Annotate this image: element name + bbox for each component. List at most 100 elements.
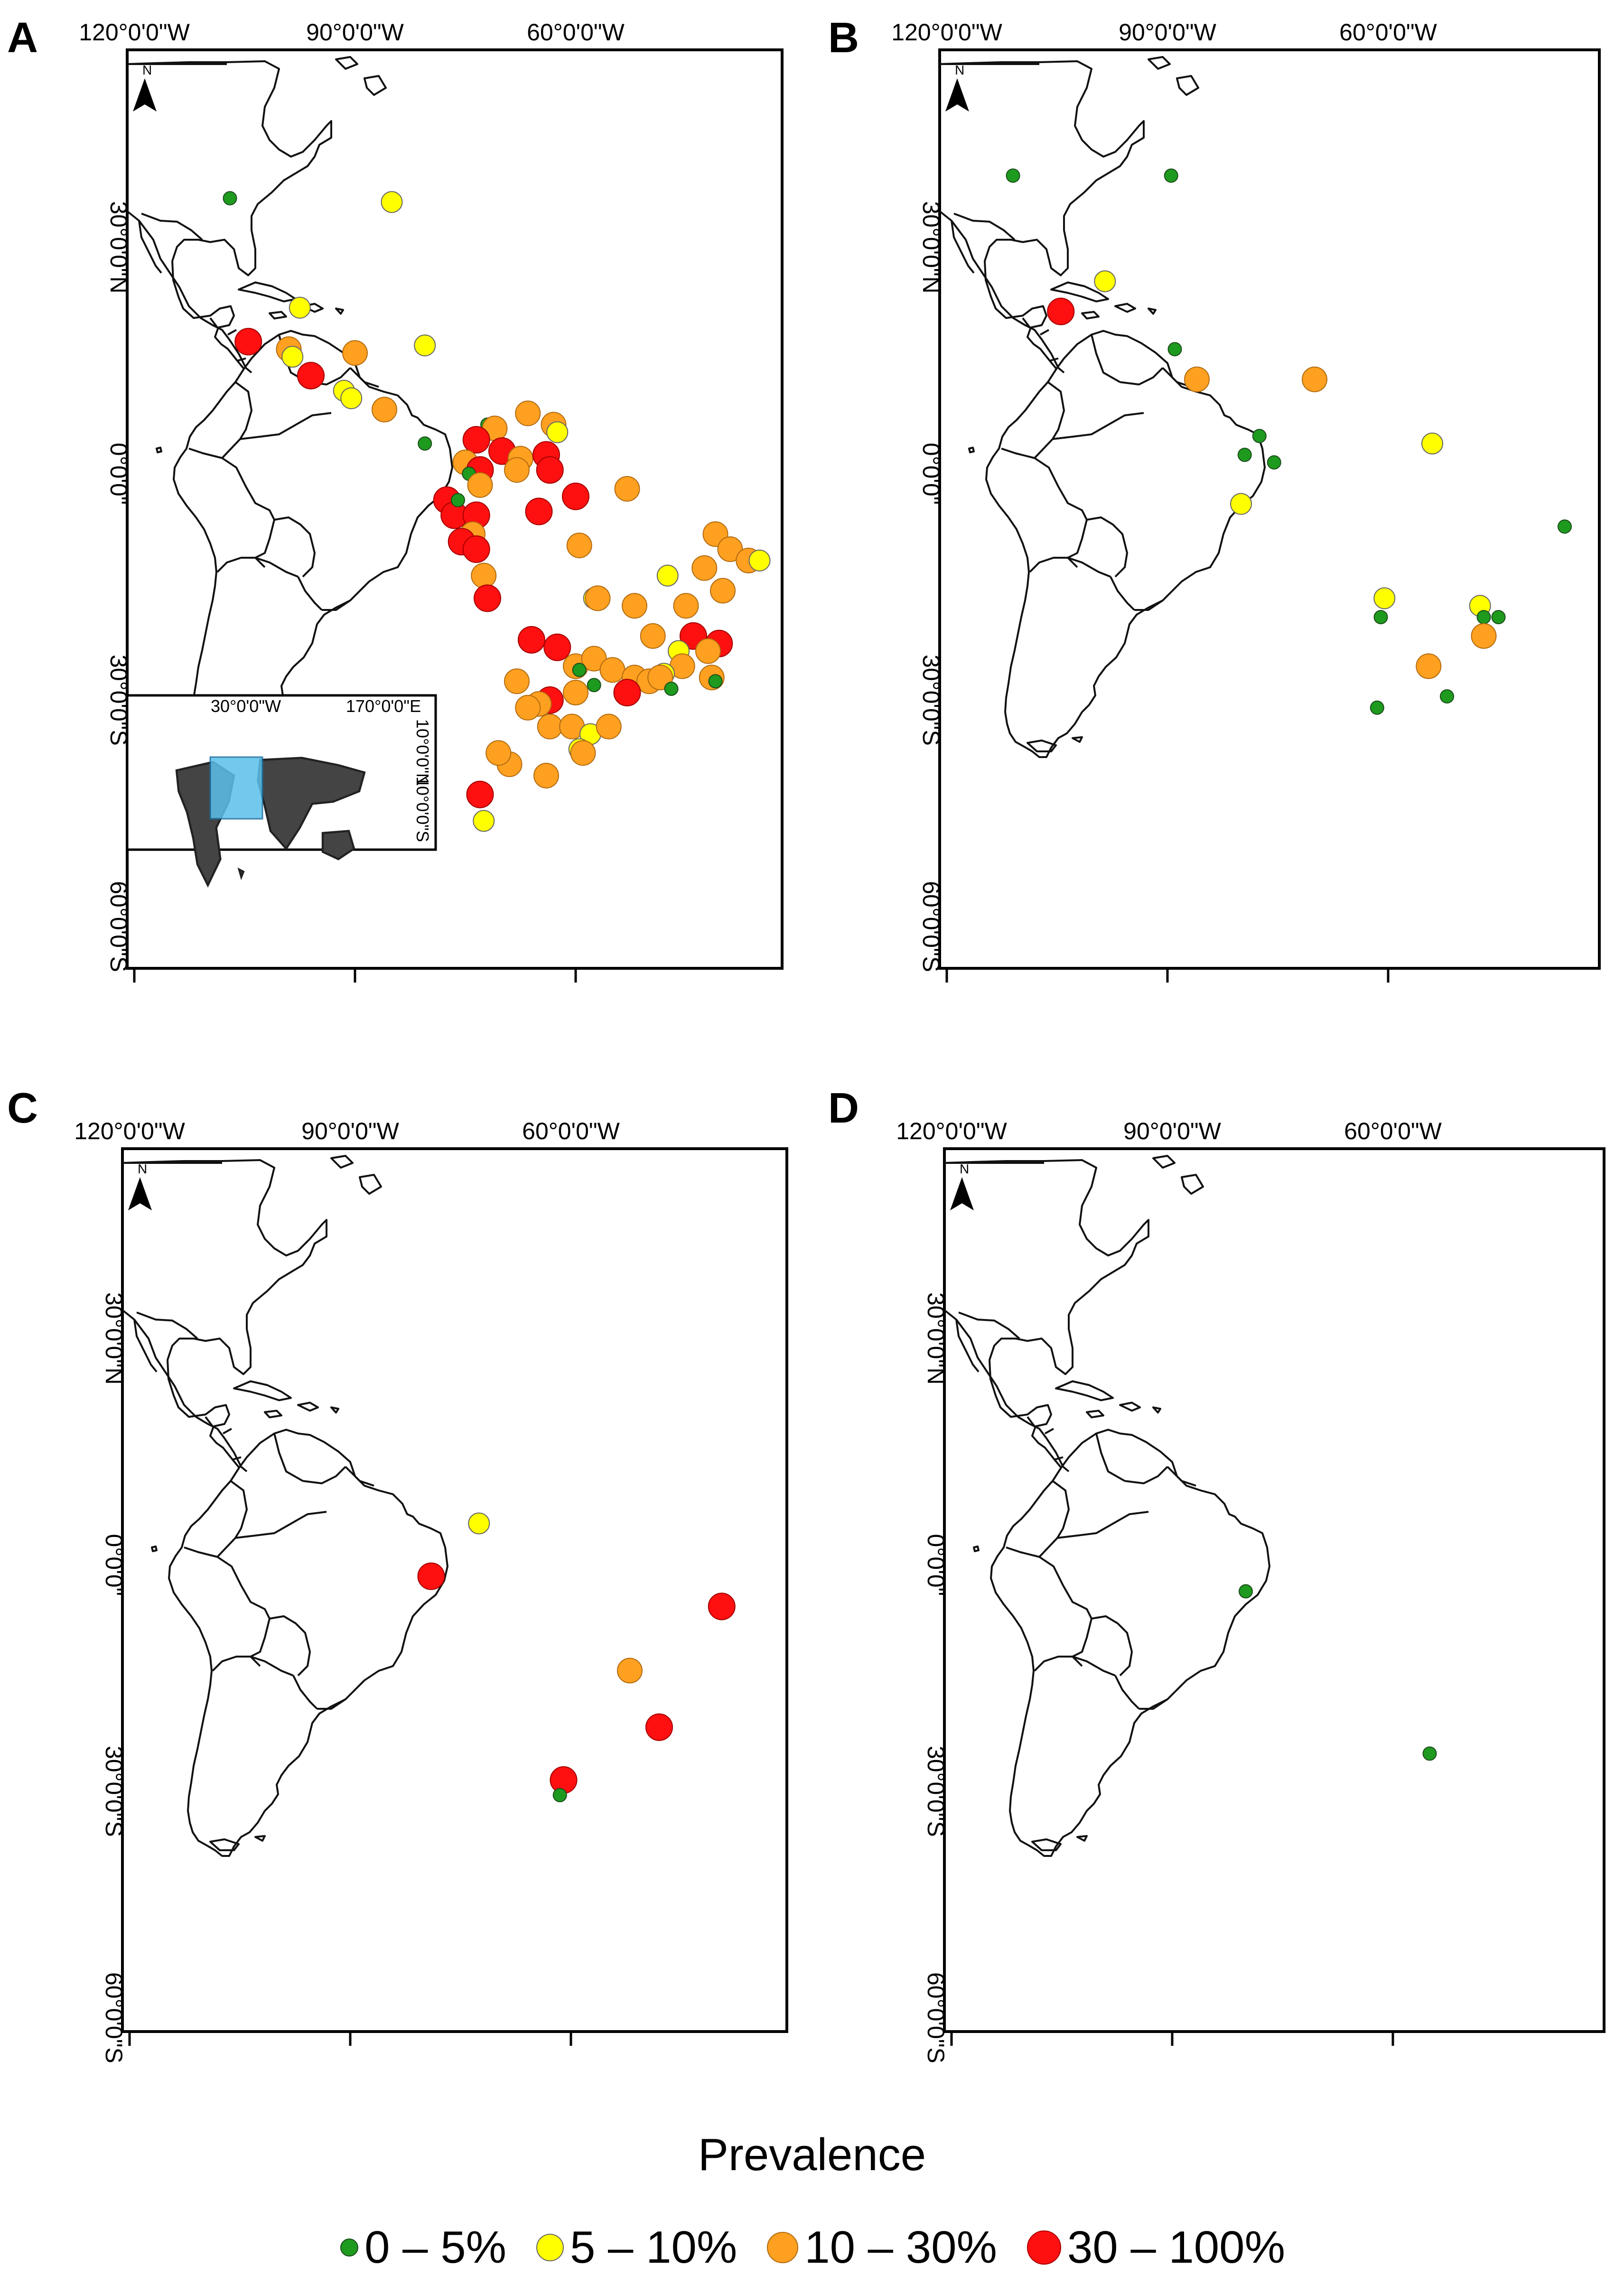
panel-label: A — [7, 14, 38, 62]
prevalence-point — [467, 472, 493, 498]
prevalence-point — [1047, 298, 1075, 326]
prevalence-point — [1476, 610, 1491, 625]
map-panel-a: A N 120°0'0"W 90°0'0"W 60°0'0"W 30°0'0"N 0°0'0… — [7, 14, 784, 983]
prevalence-point — [552, 1788, 567, 1802]
prevalence-point — [695, 638, 721, 664]
prevalence-point — [473, 810, 495, 832]
prevalence-point — [1184, 366, 1210, 393]
inset-label: 170°0'0"E — [346, 696, 421, 716]
prevalence-point — [1422, 1746, 1437, 1761]
legend-title: Prevalence — [698, 2129, 926, 2180]
prevalence-point — [504, 457, 530, 483]
prevalence-point — [515, 694, 541, 721]
prevalence-point — [485, 740, 512, 766]
map-panel-c: C N 120°0'0"W 90°0'0"W 60°0'0"W 30°0'0"N 0°0'0… — [7, 1085, 788, 2063]
lon-label: 60°0'0"W — [527, 19, 625, 46]
legend-label: 30 – 100% — [1067, 2222, 1285, 2273]
map-frame — [938, 48, 1601, 970]
prevalence-point — [717, 536, 743, 562]
prevalence-point — [297, 362, 325, 390]
lat-label: 0°0'0" — [923, 1534, 949, 1596]
lon-label: 120°0'0"W — [896, 1118, 1007, 1144]
prevalence-point — [708, 1592, 736, 1621]
lat-label: 0°0'0" — [101, 1534, 127, 1596]
prevalence-point — [708, 674, 723, 689]
lon-label: 90°0'0"W — [306, 19, 404, 46]
prevalence-point — [474, 584, 501, 612]
prevalence-point — [617, 1658, 643, 1684]
lat-label: 30°0'0"N — [923, 1293, 949, 1385]
prevalence-point — [515, 400, 541, 426]
prevalence-point — [1230, 493, 1252, 515]
map-panel-d: D N 120°0'0"W 90°0'0"W 60°0'0"W 30°0'0"N 0°0'0… — [828, 1085, 1605, 2063]
prevalence-point — [599, 657, 625, 683]
prevalence-point — [1373, 587, 1396, 609]
prevalence-point — [518, 626, 545, 654]
prevalence-point — [234, 328, 262, 356]
prevalence-point — [585, 585, 611, 611]
legend-item: 10 – 30% — [765, 2219, 997, 2276]
prevalence-point — [710, 578, 736, 604]
prevalence-point — [613, 679, 641, 707]
coastline-outline — [122, 1155, 448, 1857]
north-arrow-icon: N — [128, 1162, 152, 1210]
prevalence-point — [596, 713, 622, 740]
prevalence-point — [622, 593, 647, 619]
prevalence-point — [656, 564, 679, 587]
prevalence-point — [340, 387, 363, 410]
prevalence-point — [342, 340, 368, 366]
north-label: N — [138, 1162, 147, 1176]
prevalence-point — [281, 346, 304, 368]
lat-label: 60°0'0"S — [105, 881, 132, 972]
prevalence-point — [572, 663, 587, 677]
prevalence-point — [418, 436, 432, 451]
prevalence-point — [587, 678, 601, 693]
prevalence-point — [1167, 342, 1182, 356]
lat-label: 0°0'0" — [105, 443, 132, 505]
legend-marker-10-30 — [767, 2232, 799, 2263]
prevalence-point — [537, 713, 563, 740]
lon-label: 120°0'0"W — [891, 19, 1002, 46]
map-frame — [121, 1147, 788, 2033]
prevalence-point — [1239, 1584, 1253, 1599]
lon-label: 120°0'0"W — [74, 1118, 185, 1144]
prevalence-point — [525, 497, 553, 525]
prevalence-point — [414, 334, 436, 356]
prevalence-point — [466, 780, 494, 808]
prevalence-point — [664, 682, 679, 696]
prevalence-point — [1491, 610, 1506, 625]
world-inset-map: 30°0'0"W 170°0'0"E 10°0'0"N10°0'0"S — [126, 694, 437, 885]
legend-label: 10 – 30% — [804, 2222, 997, 2273]
prevalence-point — [471, 562, 497, 589]
map-panel-b: B N 120°0'0"W 90°0'0"W 60°0'0"W 30°0'0"N 0°0'0… — [828, 14, 1601, 983]
panel-label: B — [828, 14, 859, 62]
inset-label: 30°0'0"W — [211, 696, 281, 716]
inset-label: 10°0'0"S — [413, 777, 432, 842]
prevalence-point — [748, 549, 771, 571]
prevalence-point — [581, 646, 607, 672]
legend-item: 0 – 5% — [339, 2219, 506, 2276]
prevalence-point — [546, 421, 569, 443]
prevalence-point — [645, 1713, 673, 1741]
prevalence-point — [1558, 519, 1572, 534]
prevalence-point — [562, 482, 589, 510]
map-frame — [943, 1147, 1605, 2033]
prevalence-point — [468, 1512, 490, 1535]
prevalence-point — [1471, 623, 1497, 649]
prevalence-point — [1252, 429, 1267, 443]
prevalence-point — [543, 633, 571, 661]
prevalence-point — [462, 426, 490, 454]
prevalence-point — [533, 763, 559, 789]
legend: 0 – 5% 5 – 10% 10 – 30% 30 – 100% — [0, 2212, 1624, 2283]
coastline-outline — [127, 56, 453, 758]
prevalence-point — [372, 396, 397, 422]
inset-study-area — [209, 756, 263, 820]
prevalence-point — [462, 535, 490, 563]
coastline-outline — [940, 56, 1266, 758]
prevalence-point — [451, 493, 465, 507]
prevalence-point — [1373, 610, 1388, 625]
legend-item: 30 – 100% — [1026, 2219, 1285, 2276]
prevalence-point — [504, 668, 530, 694]
prevalence-point — [1237, 448, 1252, 462]
lat-label: 30°0'0"N — [105, 201, 132, 294]
